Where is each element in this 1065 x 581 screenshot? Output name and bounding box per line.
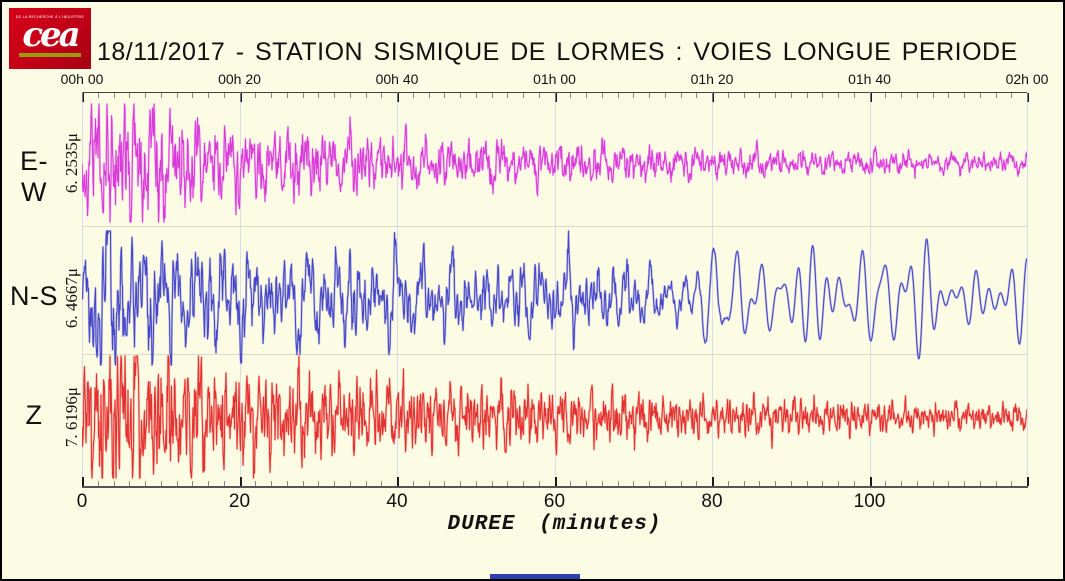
top-axis-label: 00h 20 <box>218 71 261 87</box>
cea-logo-underline <box>19 53 81 57</box>
top-axis-label: 01h 40 <box>848 71 891 87</box>
bottom-minor-tick <box>775 481 776 486</box>
bottom-minor-tick <box>208 481 209 486</box>
top-axis-label: 00h 00 <box>60 71 104 87</box>
bottom-axis-label: 20 <box>228 491 251 512</box>
bottom-major-tick <box>1027 477 1029 486</box>
channel-label-z: Z <box>25 400 43 430</box>
bottom-minor-tick <box>192 481 194 486</box>
bottom-minor-tick <box>664 481 666 486</box>
bottom-minor-tick <box>255 481 257 486</box>
footer-bar <box>490 574 580 579</box>
bottom-minor-tick <box>979 481 981 486</box>
bottom-minor-tick <box>523 481 524 486</box>
channel-label-e-w: E-W <box>20 146 48 207</box>
bottom-minor-tick <box>1011 481 1013 486</box>
bottom-axis-label: 80 <box>701 491 723 512</box>
plot-area <box>82 92 1028 486</box>
bottom-minor-tick <box>916 481 918 486</box>
bottom-minor-tick <box>176 481 178 486</box>
bottom-minor-tick <box>727 481 729 486</box>
bottom-axis-line <box>82 486 1028 488</box>
top-axis-label: 01h 20 <box>690 71 734 87</box>
bottom-minor-tick <box>475 481 477 486</box>
bottom-minor-tick <box>444 481 446 486</box>
bottom-minor-tick <box>223 481 225 486</box>
bottom-minor-tick <box>743 481 745 486</box>
bottom-minor-tick <box>381 481 383 486</box>
cea-logo-wordmark: cea <box>22 15 80 55</box>
top-major-tick <box>1027 93 1029 102</box>
bottom-minor-tick <box>570 481 572 486</box>
bottom-minor-tick <box>790 481 792 486</box>
cea-logo-tagline: DE LA RECHERCHE À L'INDUSTRIE <box>15 14 85 19</box>
bottom-major-tick <box>82 477 84 486</box>
bottom-minor-tick <box>759 481 761 486</box>
bottom-minor-tick <box>838 481 839 486</box>
bottom-minor-tick <box>649 481 650 486</box>
bottom-minor-tick <box>271 481 272 486</box>
bottom-minor-tick <box>365 481 367 486</box>
bottom-minor-tick <box>617 481 619 486</box>
bottom-minor-tick <box>507 481 509 486</box>
bottom-minor-tick <box>932 481 934 486</box>
bottom-axis-label: 40 <box>386 491 408 512</box>
top-axis-label: 01h 00 <box>533 71 576 87</box>
bottom-minor-tick <box>286 481 288 486</box>
bottom-minor-tick <box>680 481 682 486</box>
bottom-minor-tick <box>822 481 824 486</box>
bottom-minor-tick <box>586 481 587 486</box>
bottom-axis-label: 100 <box>853 491 886 512</box>
bottom-minor-tick <box>901 481 902 486</box>
top-axis-label: 02h 00 <box>1005 71 1049 87</box>
bottom-minor-tick <box>113 481 115 486</box>
bottom-minor-tick <box>334 481 335 486</box>
bottom-minor-tick <box>601 481 603 486</box>
bottom-minor-tick <box>995 481 997 486</box>
bottom-minor-tick <box>538 481 540 486</box>
bottom-minor-tick <box>428 481 430 486</box>
bottom-minor-tick <box>349 481 351 486</box>
vertical-gridline <box>1027 92 1028 486</box>
bottom-minor-tick <box>948 481 950 486</box>
bottom-minor-tick <box>160 481 162 486</box>
bottom-minor-tick <box>460 481 461 486</box>
cea-logo: DE LA RECHERCHE À L'INDUSTRIE cea <box>9 8 91 69</box>
amplitude-label-n-s: 6. 4667μ <box>62 267 81 329</box>
bottom-minor-tick <box>696 481 698 486</box>
bottom-major-tick <box>869 477 872 486</box>
bottom-minor-tick <box>97 481 99 486</box>
bottom-minor-tick <box>129 481 131 486</box>
bottom-minor-tick <box>633 481 635 486</box>
amplitude-label-z: 7. 6196μ <box>62 386 81 448</box>
bottom-minor-tick <box>302 481 304 486</box>
bottom-major-tick <box>554 477 557 486</box>
bottom-major-tick <box>397 477 399 486</box>
amplitude-label-e-w: 6. 2535μ <box>62 132 81 194</box>
bottom-minor-tick <box>491 481 493 486</box>
bottom-minor-tick <box>145 481 146 486</box>
seismogram-canvas <box>82 92 1027 486</box>
top-axis-label: 00h 40 <box>375 71 419 87</box>
bottom-axis-label: 60 <box>543 491 566 512</box>
bottom-axis-label: 0 <box>76 491 88 512</box>
bottom-major-tick <box>239 477 242 486</box>
bottom-minor-tick <box>853 481 855 486</box>
x-axis-title: DUREE (minutes) <box>447 513 662 536</box>
bottom-major-tick <box>712 477 714 486</box>
bottom-minor-tick <box>412 481 414 486</box>
channel-label-n-s: N-S <box>10 281 58 311</box>
page-title: 18/11/2017 - STATION SISMIQUE DE LORMES … <box>97 38 1018 66</box>
bottom-minor-tick <box>318 481 320 486</box>
bottom-minor-tick <box>806 481 808 486</box>
bottom-minor-tick <box>885 481 887 486</box>
bottom-minor-tick <box>964 481 965 486</box>
